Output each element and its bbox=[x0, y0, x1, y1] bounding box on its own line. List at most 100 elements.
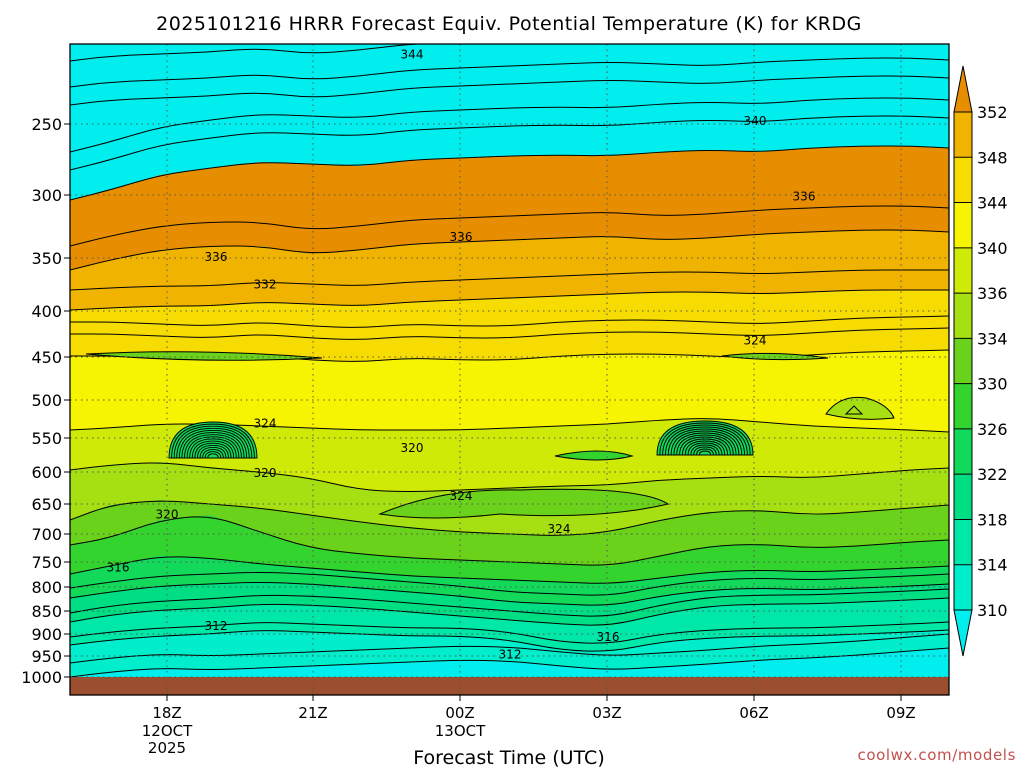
x-tick-label: 18Z bbox=[152, 704, 181, 722]
y-tick-label: 800 bbox=[31, 578, 62, 597]
y-tick-label: 550 bbox=[31, 429, 62, 448]
colorbar-max-arrow bbox=[953, 65, 973, 113]
contour-label: 312 bbox=[205, 619, 228, 633]
contour-label: 344 bbox=[401, 47, 424, 61]
contour-band bbox=[70, 582, 949, 626]
contour-line bbox=[70, 57, 949, 88]
x-tick-label: 06Z bbox=[739, 704, 768, 722]
y-tick-label: 1000 bbox=[21, 668, 62, 687]
x-tick-label: 03Z bbox=[592, 704, 621, 722]
colorbar-segment bbox=[954, 293, 972, 339]
colorbar-segment bbox=[954, 157, 972, 204]
contour-line bbox=[70, 582, 949, 606]
contour-dome bbox=[194, 442, 232, 459]
contour-dome bbox=[173, 425, 253, 459]
x-tick-label: 21Z bbox=[298, 704, 327, 722]
y-tick-label: 450 bbox=[31, 348, 62, 367]
contour-dome bbox=[696, 448, 714, 456]
contour-dome bbox=[191, 440, 235, 459]
colorbar-tick-label: 314 bbox=[977, 556, 1008, 575]
contour-label: 336 bbox=[450, 230, 473, 244]
y-tick-label: 600 bbox=[31, 463, 62, 482]
grid-lines bbox=[70, 44, 949, 695]
contour-band bbox=[70, 598, 949, 652]
contour-line bbox=[70, 289, 949, 311]
contour-line bbox=[70, 621, 949, 644]
colorbar-tick-label: 340 bbox=[977, 239, 1008, 258]
contour-lines bbox=[70, 44, 949, 678]
contour-line bbox=[70, 315, 949, 328]
contour-dome bbox=[698, 450, 712, 456]
y-tick-label: 700 bbox=[31, 525, 62, 544]
contour-line bbox=[70, 44, 425, 62]
contour-line bbox=[70, 229, 949, 271]
contour-band bbox=[70, 350, 949, 432]
colorbar-segment bbox=[954, 474, 972, 520]
contour-dome bbox=[690, 444, 720, 456]
contour-dome bbox=[197, 444, 229, 459]
contour-label: 324 bbox=[548, 522, 571, 536]
contour-dome bbox=[171, 423, 255, 459]
contour-line bbox=[70, 572, 949, 596]
y-axis: 250 300 350 400 450 500 550 600 650 700 750 800 850 9… bbox=[21, 115, 70, 687]
contour-label: 320 bbox=[254, 466, 277, 480]
y-tick-label: 900 bbox=[31, 625, 62, 644]
contour-line bbox=[70, 647, 949, 678]
contour-dome bbox=[178, 430, 248, 459]
contour-dome bbox=[181, 432, 245, 459]
contour-label: 332 bbox=[254, 278, 277, 292]
contour-pocket bbox=[844, 405, 864, 415]
x-tick-label: 09Z bbox=[886, 704, 915, 722]
contour-label: 320 bbox=[401, 441, 424, 455]
y-tick-label: 400 bbox=[31, 302, 62, 321]
contour-line bbox=[70, 115, 949, 171]
contour-label: 340 bbox=[744, 114, 767, 128]
contour-label: 316 bbox=[597, 630, 620, 644]
contour-pocket bbox=[378, 488, 670, 519]
contour-label: 324 bbox=[254, 417, 277, 431]
contour-line bbox=[70, 269, 949, 291]
colorbar-tick-label: 318 bbox=[977, 510, 1008, 529]
contour-dome bbox=[176, 427, 250, 459]
contour-dome bbox=[670, 430, 740, 456]
contour-label: 316 bbox=[107, 561, 130, 575]
y-tick-label: 500 bbox=[31, 391, 62, 410]
contour-dome bbox=[687, 442, 723, 456]
contour-dome bbox=[186, 436, 240, 459]
colorbar-segment bbox=[954, 202, 972, 249]
contour-band bbox=[70, 500, 949, 566]
contour-band bbox=[70, 230, 949, 310]
contour-label: 324 bbox=[744, 333, 767, 347]
colorbar-tick-label: 348 bbox=[977, 148, 1008, 167]
y-tick-label: 650 bbox=[31, 495, 62, 514]
contour-dome bbox=[684, 440, 726, 456]
x-tick-sublabel: 13OCT bbox=[435, 722, 486, 740]
x-tick-sublabel: 12OCT bbox=[142, 722, 193, 740]
contour-dome bbox=[202, 449, 224, 459]
colorbar-tick-label: 330 bbox=[977, 375, 1008, 394]
filled-contours bbox=[70, 146, 949, 695]
colorbar-min-arrow bbox=[953, 609, 973, 657]
contour-dome bbox=[184, 434, 242, 459]
y-tick-label: 250 bbox=[31, 115, 62, 134]
contour-line bbox=[70, 462, 949, 492]
contour-line bbox=[70, 633, 949, 664]
contour-line bbox=[70, 597, 949, 626]
plot-frame bbox=[69, 43, 950, 696]
contour-dome bbox=[199, 446, 227, 459]
y-tick-label: 750 bbox=[31, 553, 62, 572]
contour-lens bbox=[85, 351, 323, 361]
contour-dome bbox=[665, 426, 745, 456]
contour-line bbox=[70, 327, 949, 340]
colorbar: 352 348 344 340 336 334 330 326 322 318 314 310 bbox=[953, 65, 1008, 657]
contour-pocket bbox=[554, 450, 634, 461]
x-tick-label: 00Z bbox=[445, 704, 474, 722]
colorbar-tick-label: 310 bbox=[977, 601, 1008, 620]
contour-band bbox=[70, 515, 949, 584]
contour-labels: 344 340 336 336 336 332 324 324 320 320 324 320 324 3… bbox=[107, 47, 816, 661]
contour-label: 336 bbox=[793, 190, 816, 204]
colorbar-tick-label: 344 bbox=[977, 194, 1008, 213]
colorbar-tick-label: 334 bbox=[977, 329, 1008, 348]
contour-line bbox=[70, 97, 949, 153]
